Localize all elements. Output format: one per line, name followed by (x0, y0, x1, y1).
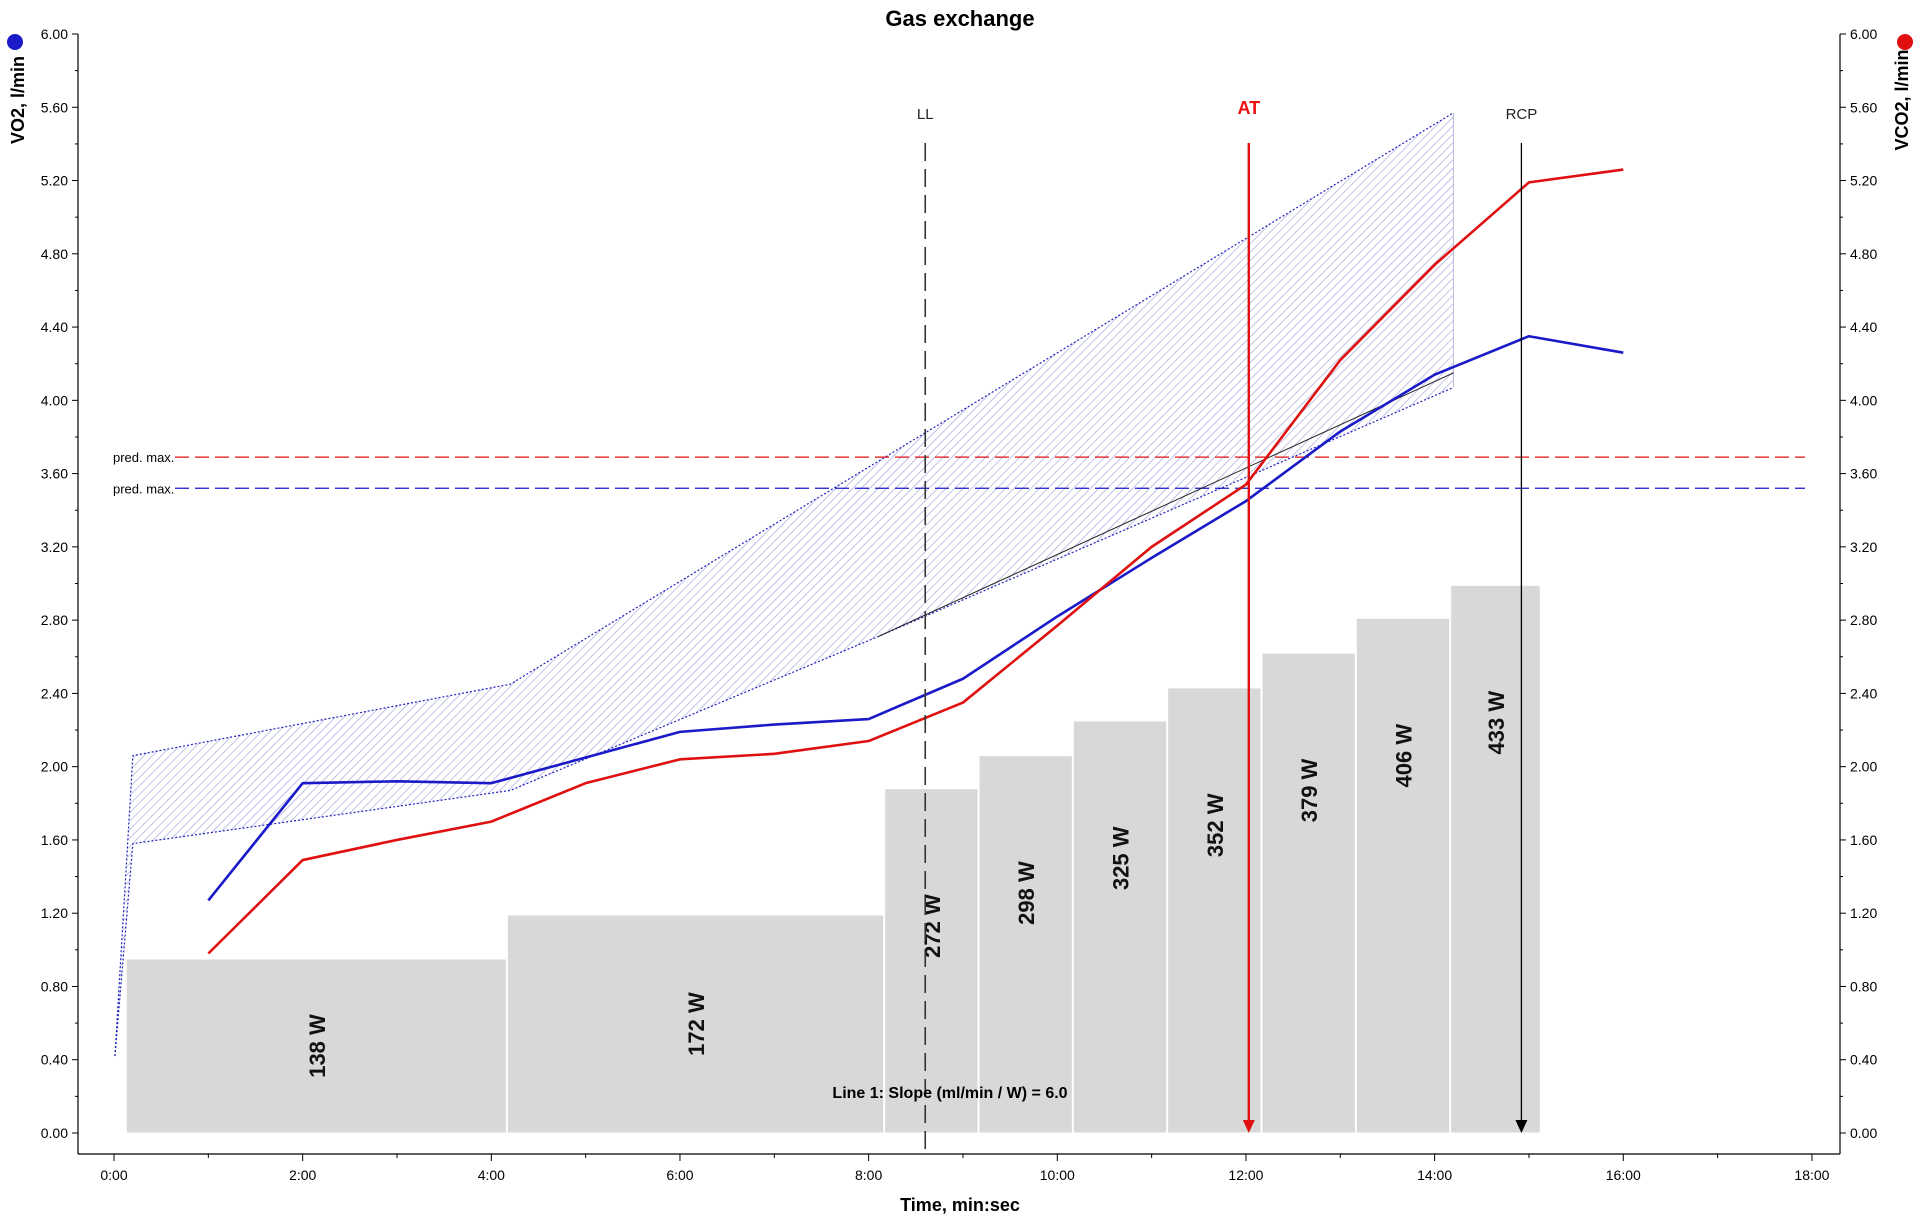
workload-bar-label: 325 W (1109, 826, 1134, 890)
y-tick-label-left: 4.40 (41, 319, 68, 335)
workload-bar (978, 755, 1073, 1134)
y-tick-label-left: 0.00 (41, 1125, 68, 1141)
slope-line (877, 372, 1454, 638)
y-tick-label-left: 3.60 (41, 466, 68, 482)
x-tick-label: 10:00 (1040, 1167, 1075, 1183)
at-marker-label: AT (1237, 98, 1260, 118)
y-tick-label-right: 1.20 (1850, 905, 1877, 921)
workload-bar (1261, 652, 1356, 1134)
y-tick-label-left: 5.20 (41, 173, 68, 189)
y-tick-label-right: 3.60 (1850, 466, 1877, 482)
x-tick-label: 18:00 (1794, 1167, 1829, 1183)
x-tick-label: 14:00 (1417, 1167, 1452, 1183)
workload-bar-label: 172 W (684, 992, 709, 1056)
workload-bar-label: 298 W (1014, 861, 1039, 925)
x-tick-label: 12:00 (1228, 1167, 1263, 1183)
y-tick-label-left: 0.40 (41, 1052, 68, 1068)
x-tick-label: 16:00 (1606, 1167, 1641, 1183)
y-tick-label-left: 6.00 (41, 26, 68, 42)
workload-bar-label: 138 W (305, 1014, 330, 1078)
workload-bars: 138 W 172 W 272 W 298 W 325 W 352 W 379 W 406 W… (125, 584, 1541, 1134)
ll-marker-label: LL (917, 106, 934, 123)
y-tick-label-right: 5.60 (1850, 99, 1877, 115)
vo2-legend-dot (7, 34, 23, 50)
y-tick-label-left: 3.20 (41, 539, 68, 555)
y-tick-label-left: 5.60 (41, 99, 68, 115)
workload-bar (506, 914, 885, 1134)
chart-title: Gas exchange (885, 6, 1034, 31)
vo2-line (207, 334, 1624, 902)
y-tick-label-right: 2.00 (1850, 759, 1877, 775)
workload-bar (1167, 687, 1262, 1134)
workload-bar-label: 352 W (1203, 793, 1228, 857)
workload-bar (1072, 720, 1168, 1134)
y-tick-label-right: 4.00 (1850, 392, 1877, 408)
y-axis-left-title: VO2, l/min (8, 56, 28, 144)
workload-bar (1355, 617, 1451, 1134)
pred-max-label: pred. max. (113, 450, 174, 465)
y-tick-label-right: 4.80 (1850, 246, 1877, 262)
y-tick-label-right: 1.60 (1850, 832, 1877, 848)
x-tick-label: 6:00 (666, 1167, 693, 1183)
workload-bar-label: 379 W (1297, 758, 1322, 822)
x-tick-label: 2:00 (289, 1167, 316, 1183)
y-tick-label-right: 0.40 (1850, 1052, 1877, 1068)
workload-bar-label: 406 W (1391, 724, 1416, 788)
y-tick-label-left: 1.60 (41, 832, 68, 848)
y-tick-label-right: 6.00 (1850, 26, 1877, 42)
y-tick-label-right: 4.40 (1850, 319, 1877, 335)
at-arrow-head (1242, 1120, 1255, 1133)
predicted-band (114, 112, 1454, 1057)
pred-max-label: pred. max. (113, 481, 174, 496)
y-tick-label-right: 2.40 (1850, 685, 1877, 701)
workload-bar (1450, 584, 1541, 1134)
y-axis-right-title: VCO2, l/min (1892, 49, 1912, 150)
series-lines (207, 168, 1624, 955)
workload-bar-label: 433 W (1484, 691, 1509, 755)
x-tick-label: 4:00 (478, 1167, 505, 1183)
y-tick-label-left: 4.80 (41, 246, 68, 262)
threshold-markers: LL AT RCP (917, 98, 1537, 1152)
workload-bar (884, 788, 979, 1134)
rcp-arrow-head (1515, 1120, 1528, 1133)
x-tick-label: 0:00 (100, 1167, 127, 1183)
y-tick-label-left: 0.80 (41, 978, 68, 994)
y-tick-label-right: 0.80 (1850, 978, 1877, 994)
slope-annotation: Line 1: Slope (ml/min / W) = 6.0 (832, 1085, 1067, 1102)
y-tick-label-right: 5.20 (1850, 173, 1877, 189)
x-tick-label: 8:00 (855, 1167, 882, 1183)
workload-bar (125, 958, 507, 1134)
y-tick-label-right: 3.20 (1850, 539, 1877, 555)
x-axis-title: Time, min:sec (900, 1195, 1020, 1215)
y-tick-label-left: 1.20 (41, 905, 68, 921)
band-upper-edge (114, 112, 1454, 1057)
workload-bar-label: 272 W (920, 894, 945, 958)
rcp-marker-label: RCP (1506, 106, 1538, 123)
predicted-band-fill (114, 112, 1454, 1057)
vco2-line (207, 168, 1624, 955)
y-tick-label-left: 4.00 (41, 392, 68, 408)
axes: 0.00 0.00 0.40 0.40 0.80 0.80 1.20 1.20 1.60 1.60… (41, 26, 1878, 1183)
y-tick-label-left: 2.80 (41, 612, 68, 628)
y-tick-label-left: 2.40 (41, 685, 68, 701)
y-tick-label-left: 2.00 (41, 759, 68, 775)
y-tick-label-right: 0.00 (1850, 1125, 1877, 1141)
vco2-legend-dot (1897, 34, 1913, 50)
y-tick-label-right: 2.80 (1850, 612, 1877, 628)
